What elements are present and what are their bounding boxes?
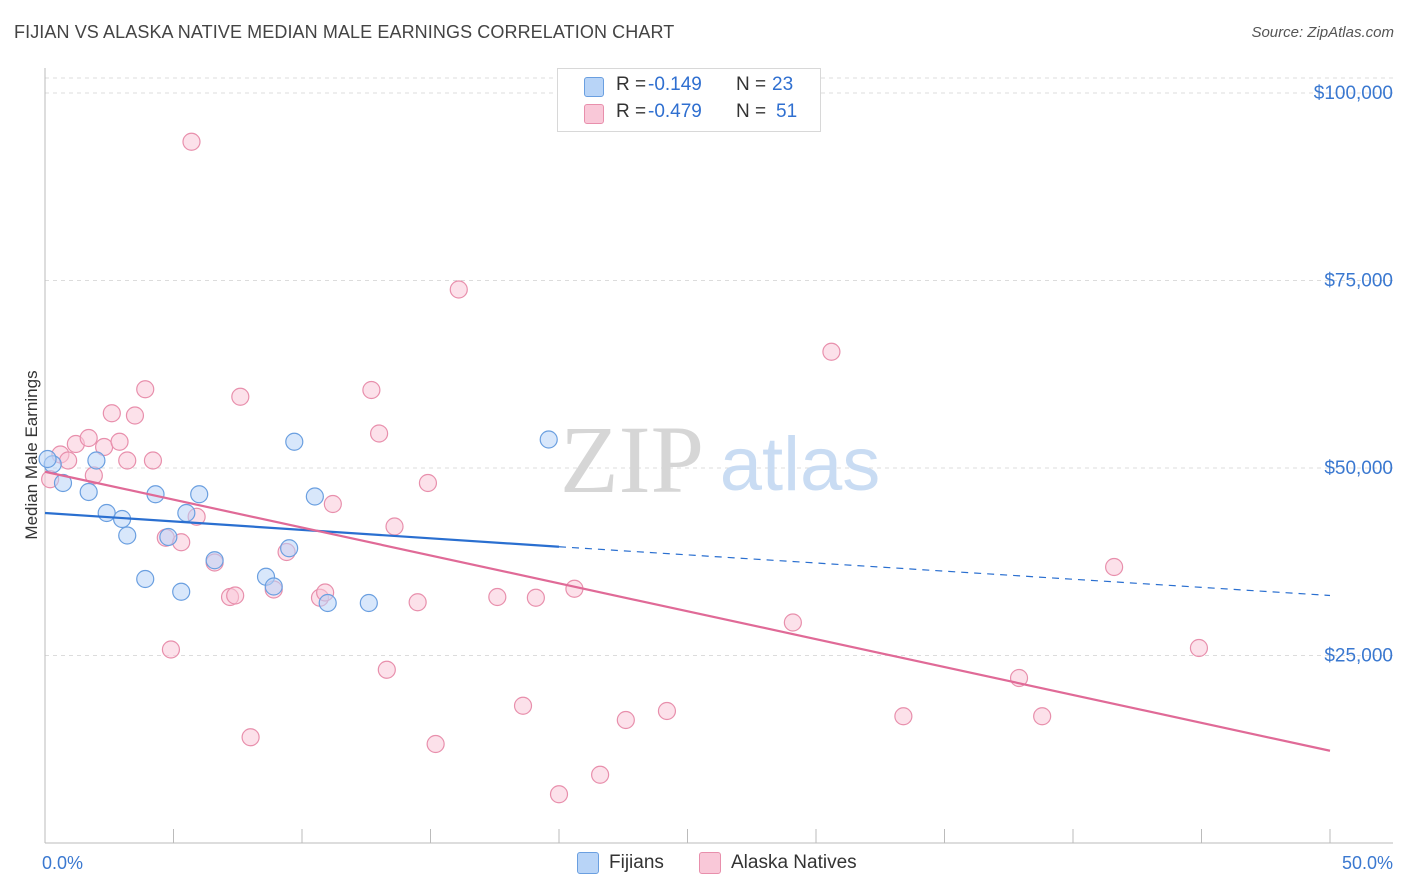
legend-r-label: R =	[616, 74, 647, 95]
y-axis-title: Median Male Earnings	[22, 370, 41, 539]
fijian-point	[318, 593, 337, 613]
legend-r-value: -0.479	[648, 101, 702, 122]
fijian-point	[97, 503, 116, 523]
alaska-native-point	[110, 432, 129, 451]
alaska-native-point	[59, 451, 78, 470]
x-tick-label: 50.0%	[1342, 853, 1393, 873]
fijian-point	[159, 527, 178, 547]
fijian-point	[38, 449, 57, 469]
alaska-native-point	[616, 710, 635, 730]
alaska-native-point	[323, 494, 342, 514]
alaska-native-point	[231, 387, 250, 406]
legend-n-value: 51	[776, 101, 798, 122]
fijian-point	[87, 451, 106, 470]
alaska-native-point	[362, 380, 381, 400]
x-tick-label: 0.0%	[42, 853, 83, 873]
alaska-native-point	[377, 660, 396, 679]
fijian-point	[305, 487, 324, 506]
fijian-point	[539, 430, 558, 449]
alaska-native-point	[370, 424, 389, 443]
alaska-native-point	[526, 588, 545, 607]
alaska-native-point	[449, 280, 468, 299]
y-tick-label: $75,000	[1324, 271, 1393, 292]
alaska-native-point	[226, 586, 245, 605]
alaska-native-point	[783, 613, 802, 632]
alaska-native-point	[408, 593, 427, 612]
fijian-point	[205, 551, 224, 570]
fijian-point	[177, 503, 196, 523]
y-tick-label: $25,000	[1324, 646, 1393, 667]
y-tick-label: $100,000	[1314, 83, 1393, 104]
alaska-native-point	[143, 451, 163, 470]
fijians-trend-line	[44, 511, 560, 548]
alaska-native-point	[102, 404, 121, 423]
source-label: Source: ZipAtlas.com	[1251, 24, 1394, 41]
fijians-label: Fijians	[609, 852, 664, 873]
alaska-natives-label: Alaska Natives	[731, 852, 857, 873]
alaska-native-point	[549, 785, 569, 804]
y-tick-label: $50,000	[1324, 458, 1393, 479]
fijians-swatch	[577, 852, 599, 874]
alaska-native-point	[136, 380, 155, 399]
alaska-native-point	[385, 517, 404, 536]
fijian-point	[118, 526, 137, 545]
alaska-natives-swatch	[699, 852, 721, 874]
legend-n-value: 23	[772, 74, 794, 95]
alaska-natives-swatch	[584, 104, 604, 124]
fijian-point	[280, 539, 299, 558]
alaska-native-point	[426, 734, 445, 754]
legend-n-label: N =	[736, 101, 767, 122]
alaska-native-point	[657, 701, 677, 721]
alaska-native-point	[591, 765, 610, 784]
chart-title: FIJIAN VS ALASKA NATIVE MEDIAN MALE EARN…	[14, 22, 675, 42]
fijian-point	[53, 473, 73, 493]
fijians-trend-line-extension	[558, 546, 1331, 597]
alaska-native-point	[1189, 638, 1209, 658]
alaska-natives-trend-line	[44, 470, 1331, 752]
alaska-native-point	[125, 406, 145, 425]
fijian-point	[79, 482, 98, 502]
fijian-point	[359, 593, 378, 613]
legend-n-label: N =	[736, 74, 767, 95]
fijian-point	[172, 582, 191, 601]
fijian-point	[190, 485, 209, 504]
legend-r-value: -0.149	[648, 74, 702, 95]
watermark-zip: ZIP	[560, 406, 704, 513]
alaska-native-point	[894, 707, 913, 726]
alaska-native-point	[418, 473, 438, 493]
alaska-native-point	[822, 342, 841, 361]
watermark-atlas: atlas	[720, 422, 881, 507]
fijian-point	[136, 569, 155, 589]
fijians-swatch	[584, 77, 604, 97]
fijian-point	[264, 577, 283, 596]
alaska-native-point	[182, 132, 201, 151]
legend-r-label: R =	[616, 101, 647, 122]
alaska-native-point	[118, 451, 137, 470]
alaska-native-point	[1105, 557, 1124, 577]
alaska-native-point	[488, 587, 507, 607]
alaska-native-point	[241, 728, 260, 747]
alaska-native-point	[79, 428, 98, 448]
alaska-native-point	[1033, 707, 1052, 726]
fijian-point	[285, 432, 304, 451]
alaska-native-point	[513, 696, 533, 715]
correlation-legend: R = -0.149 N = 23 R = -0.479 N = 51	[557, 68, 821, 132]
alaska-native-point	[161, 640, 181, 659]
